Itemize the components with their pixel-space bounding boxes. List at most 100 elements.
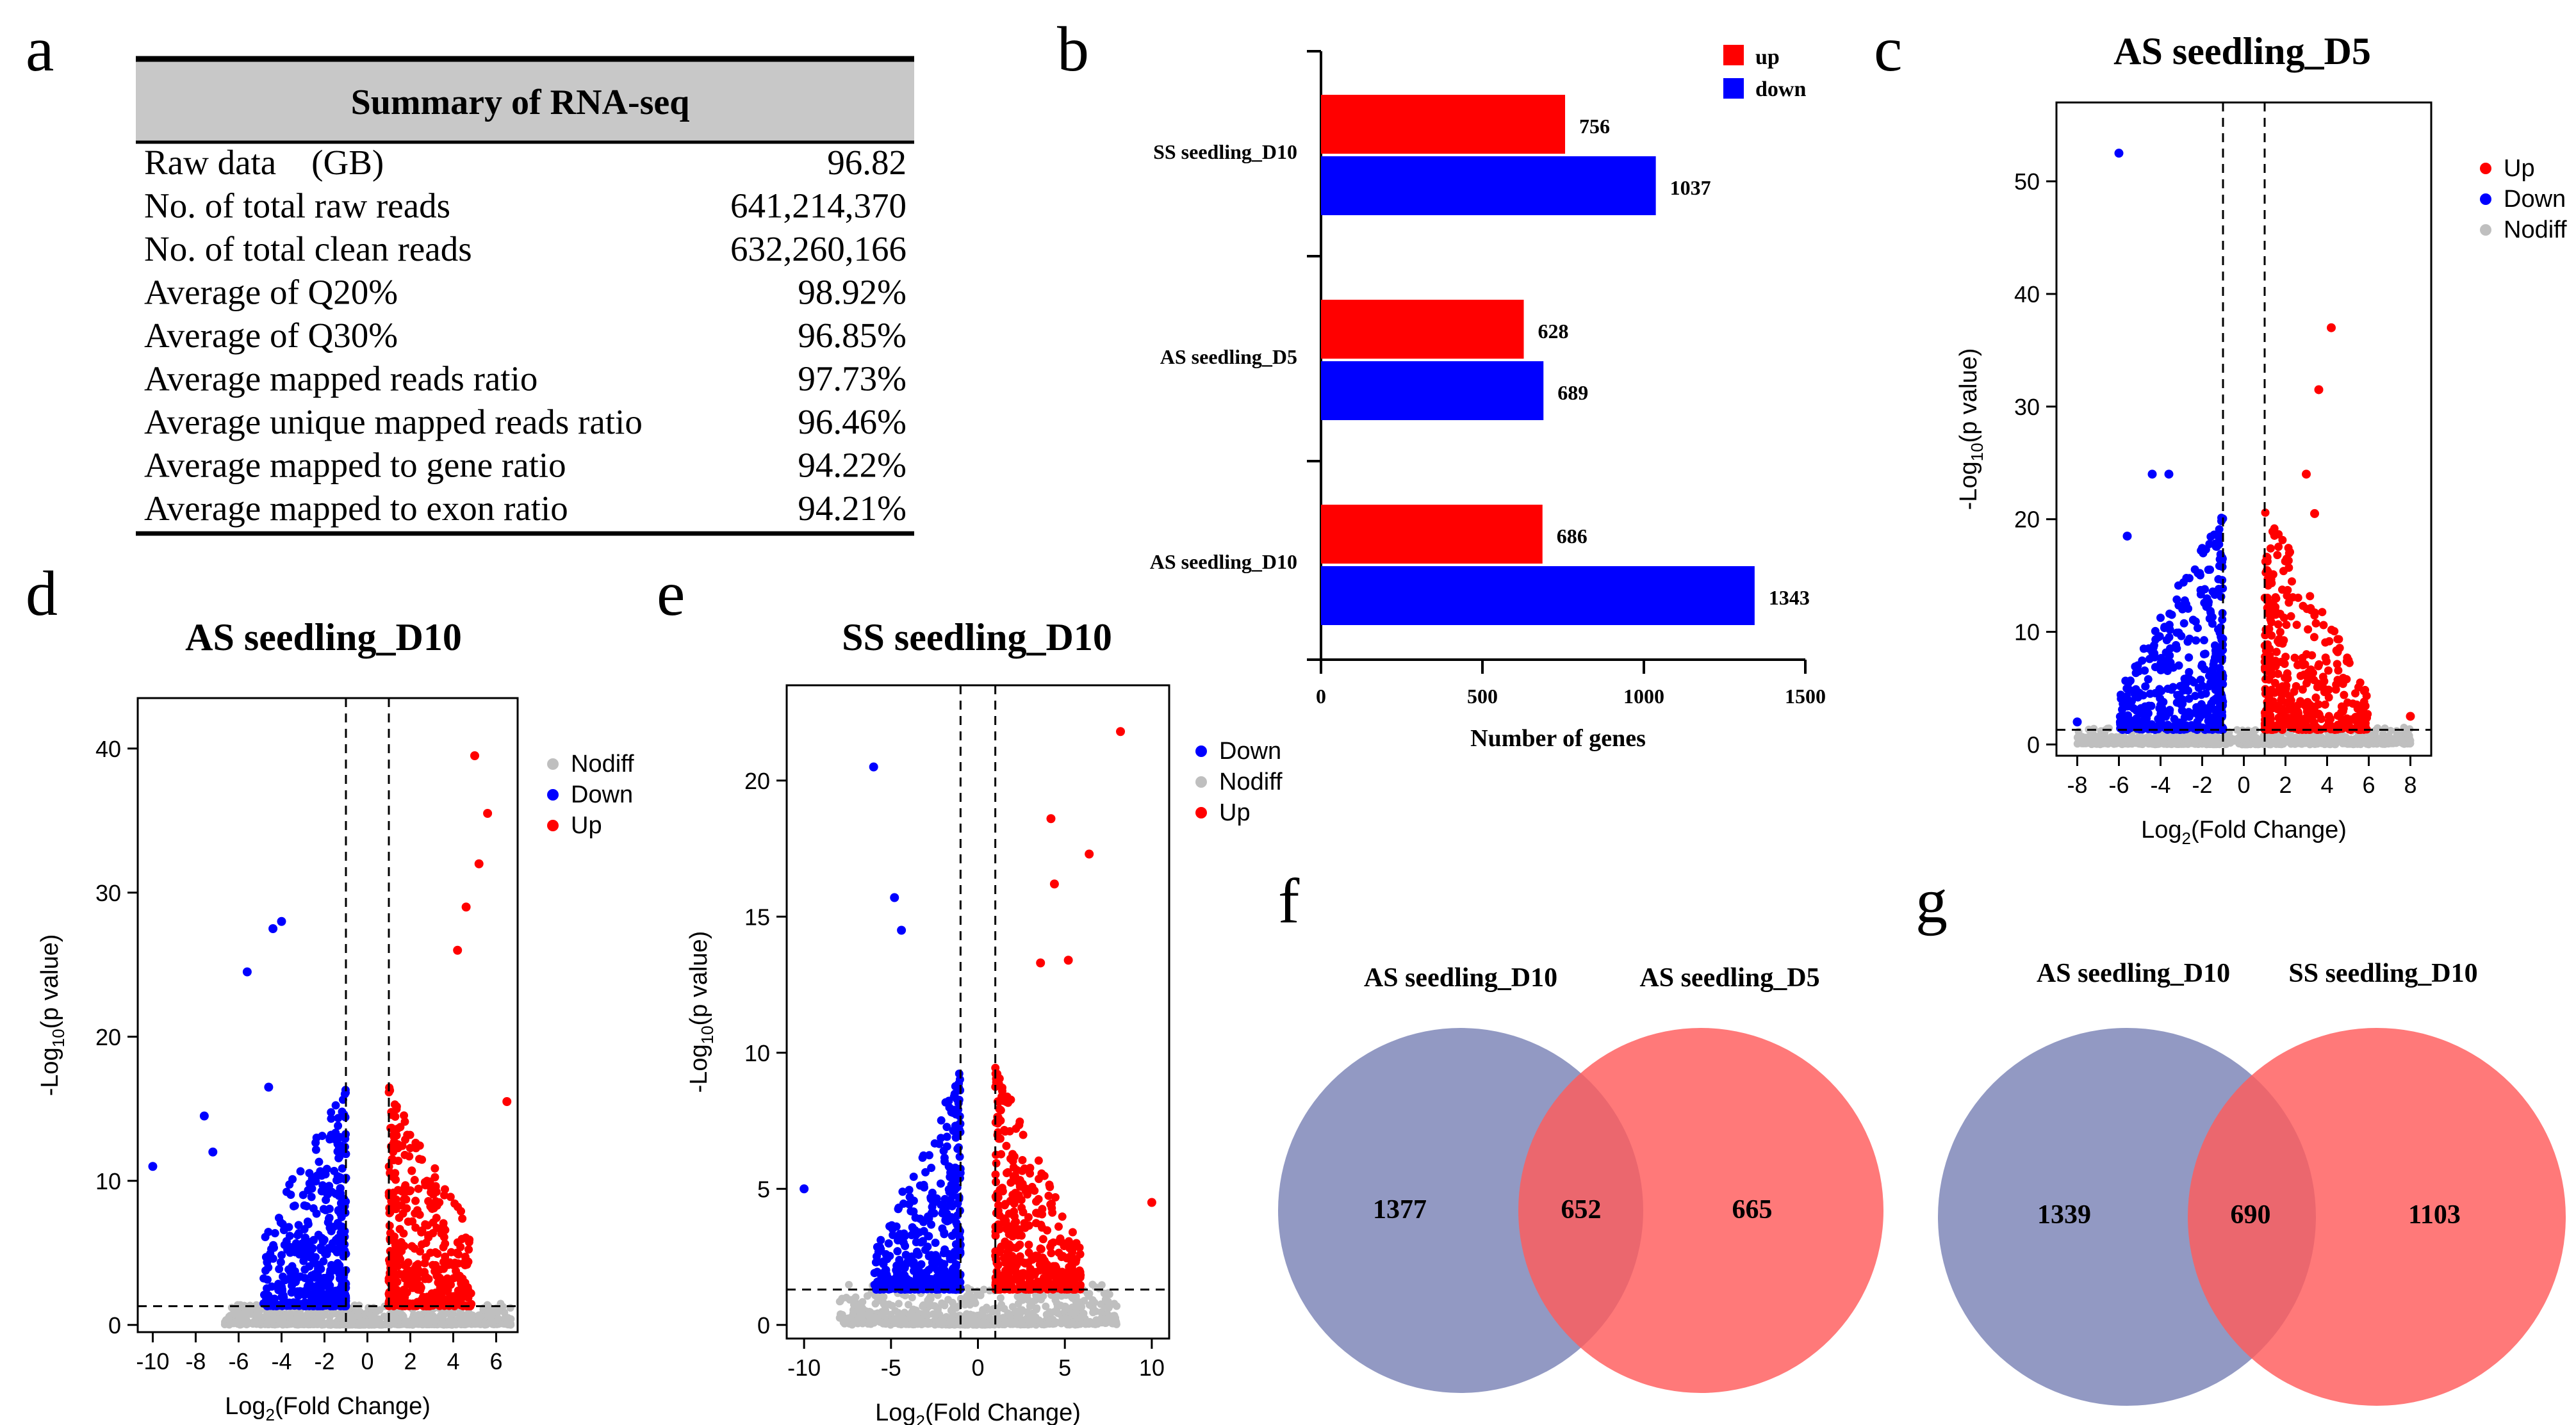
point-down xyxy=(869,762,878,772)
bar-x-tick-label: 0 xyxy=(1316,685,1326,708)
point-down xyxy=(2205,614,2214,623)
point-up xyxy=(399,1229,408,1238)
point-up xyxy=(2290,653,2299,662)
point-down xyxy=(2183,637,2192,646)
point-down xyxy=(288,1262,297,1271)
summary-table: Summary of RNA-seq Raw data (GB) 96.82No.… xyxy=(136,56,914,536)
point-down xyxy=(300,1287,309,1296)
point-nodiff xyxy=(2201,736,2209,744)
point-up xyxy=(450,1199,459,1208)
point-down xyxy=(2121,676,2130,685)
point-up xyxy=(1011,1264,1020,1273)
point-up xyxy=(443,1274,452,1283)
point-nodiff xyxy=(2160,740,2168,748)
point-up xyxy=(401,1135,410,1144)
point-up xyxy=(439,1223,448,1232)
point-nodiff xyxy=(2230,737,2238,745)
point-up xyxy=(411,1223,420,1232)
point-nodiff xyxy=(1037,1296,1046,1304)
point-up xyxy=(429,1229,438,1238)
point-up xyxy=(2279,721,2288,730)
bar-x-tick-label: 500 xyxy=(1467,685,1498,708)
point-up xyxy=(397,1238,406,1247)
legend-marker-down xyxy=(1195,745,1207,757)
point-nodiff xyxy=(880,1293,888,1301)
point-nodiff xyxy=(1104,1304,1113,1312)
point-up xyxy=(457,1207,466,1216)
point-up xyxy=(1036,958,1046,968)
point-down xyxy=(2144,675,2153,684)
point-nodiff xyxy=(1088,1296,1097,1304)
point-up xyxy=(1004,1260,1013,1269)
point-nodiff xyxy=(1010,1319,1018,1328)
point-up xyxy=(421,1220,430,1229)
point-nodiff xyxy=(874,1296,882,1305)
point-down xyxy=(2156,614,2165,623)
point-up xyxy=(2321,653,2330,662)
point-down xyxy=(882,1270,891,1279)
point-nodiff xyxy=(2103,724,2112,733)
point-nodiff xyxy=(372,1307,381,1315)
point-nodiff xyxy=(999,1314,1007,1322)
point-down xyxy=(2196,675,2205,684)
point-nodiff xyxy=(240,1308,249,1317)
point-up xyxy=(413,1206,422,1215)
point-down xyxy=(312,1133,321,1142)
point-nodiff xyxy=(2091,739,2099,747)
point-up xyxy=(1047,1249,1056,1258)
point-nodiff xyxy=(897,1321,905,1329)
point-up xyxy=(1044,1191,1053,1200)
x-axis-label: Log2(Fold Change) xyxy=(225,1393,431,1424)
point-down xyxy=(931,1238,940,1247)
venn-g-only-right-count: 1103 xyxy=(2408,1200,2461,1230)
point-up xyxy=(384,1087,393,1096)
point-nodiff xyxy=(355,1319,363,1327)
point-down xyxy=(2192,636,2201,645)
legend-label-up: Up xyxy=(2504,155,2535,182)
point-up xyxy=(446,1291,455,1300)
point-up xyxy=(1043,1226,1052,1235)
venn-f-right-circle xyxy=(1518,1028,1883,1393)
point-up xyxy=(2264,598,2273,607)
point-down xyxy=(312,1209,321,1218)
point-up xyxy=(2293,708,2302,717)
point-up xyxy=(1035,1260,1044,1269)
y-tick-label: 0 xyxy=(757,1312,770,1339)
legend-marker-up xyxy=(547,820,559,831)
bar-up xyxy=(1321,300,1524,359)
point-up xyxy=(1038,1205,1047,1214)
x-tick-label: -10 xyxy=(136,1348,169,1374)
point-down xyxy=(909,1172,918,1181)
point-nodiff xyxy=(327,1319,335,1327)
point-down xyxy=(2215,531,2224,540)
point-up xyxy=(391,1205,400,1214)
venn-g-intersection-count: 690 xyxy=(2231,1200,2271,1230)
point-up xyxy=(2320,700,2329,709)
point-down xyxy=(2172,640,2181,649)
point-down xyxy=(310,1271,319,1280)
point-nodiff xyxy=(347,1311,355,1319)
point-down xyxy=(939,1146,948,1155)
point-up xyxy=(389,1301,398,1310)
point-nodiff xyxy=(494,1314,502,1323)
point-up xyxy=(441,1239,450,1248)
point-up xyxy=(2315,710,2324,719)
point-up xyxy=(446,1193,455,1201)
point-nodiff xyxy=(1090,1306,1098,1314)
point-up xyxy=(502,1097,512,1106)
point-up xyxy=(1035,1175,1044,1184)
point-down xyxy=(898,1187,907,1196)
point-up xyxy=(991,1063,1000,1072)
bar-x-tick-label: 1000 xyxy=(1623,685,1664,708)
point-up xyxy=(2274,620,2283,629)
point-down xyxy=(262,1294,271,1303)
x-tick-label: 6 xyxy=(489,1348,502,1374)
point-up xyxy=(2267,618,2276,627)
point-up xyxy=(2285,598,2293,607)
table-row-value: 641,214,370 xyxy=(730,186,907,225)
point-up xyxy=(2279,688,2288,697)
point-up xyxy=(1028,1252,1037,1261)
point-up xyxy=(457,1235,466,1244)
point-down xyxy=(320,1187,329,1196)
